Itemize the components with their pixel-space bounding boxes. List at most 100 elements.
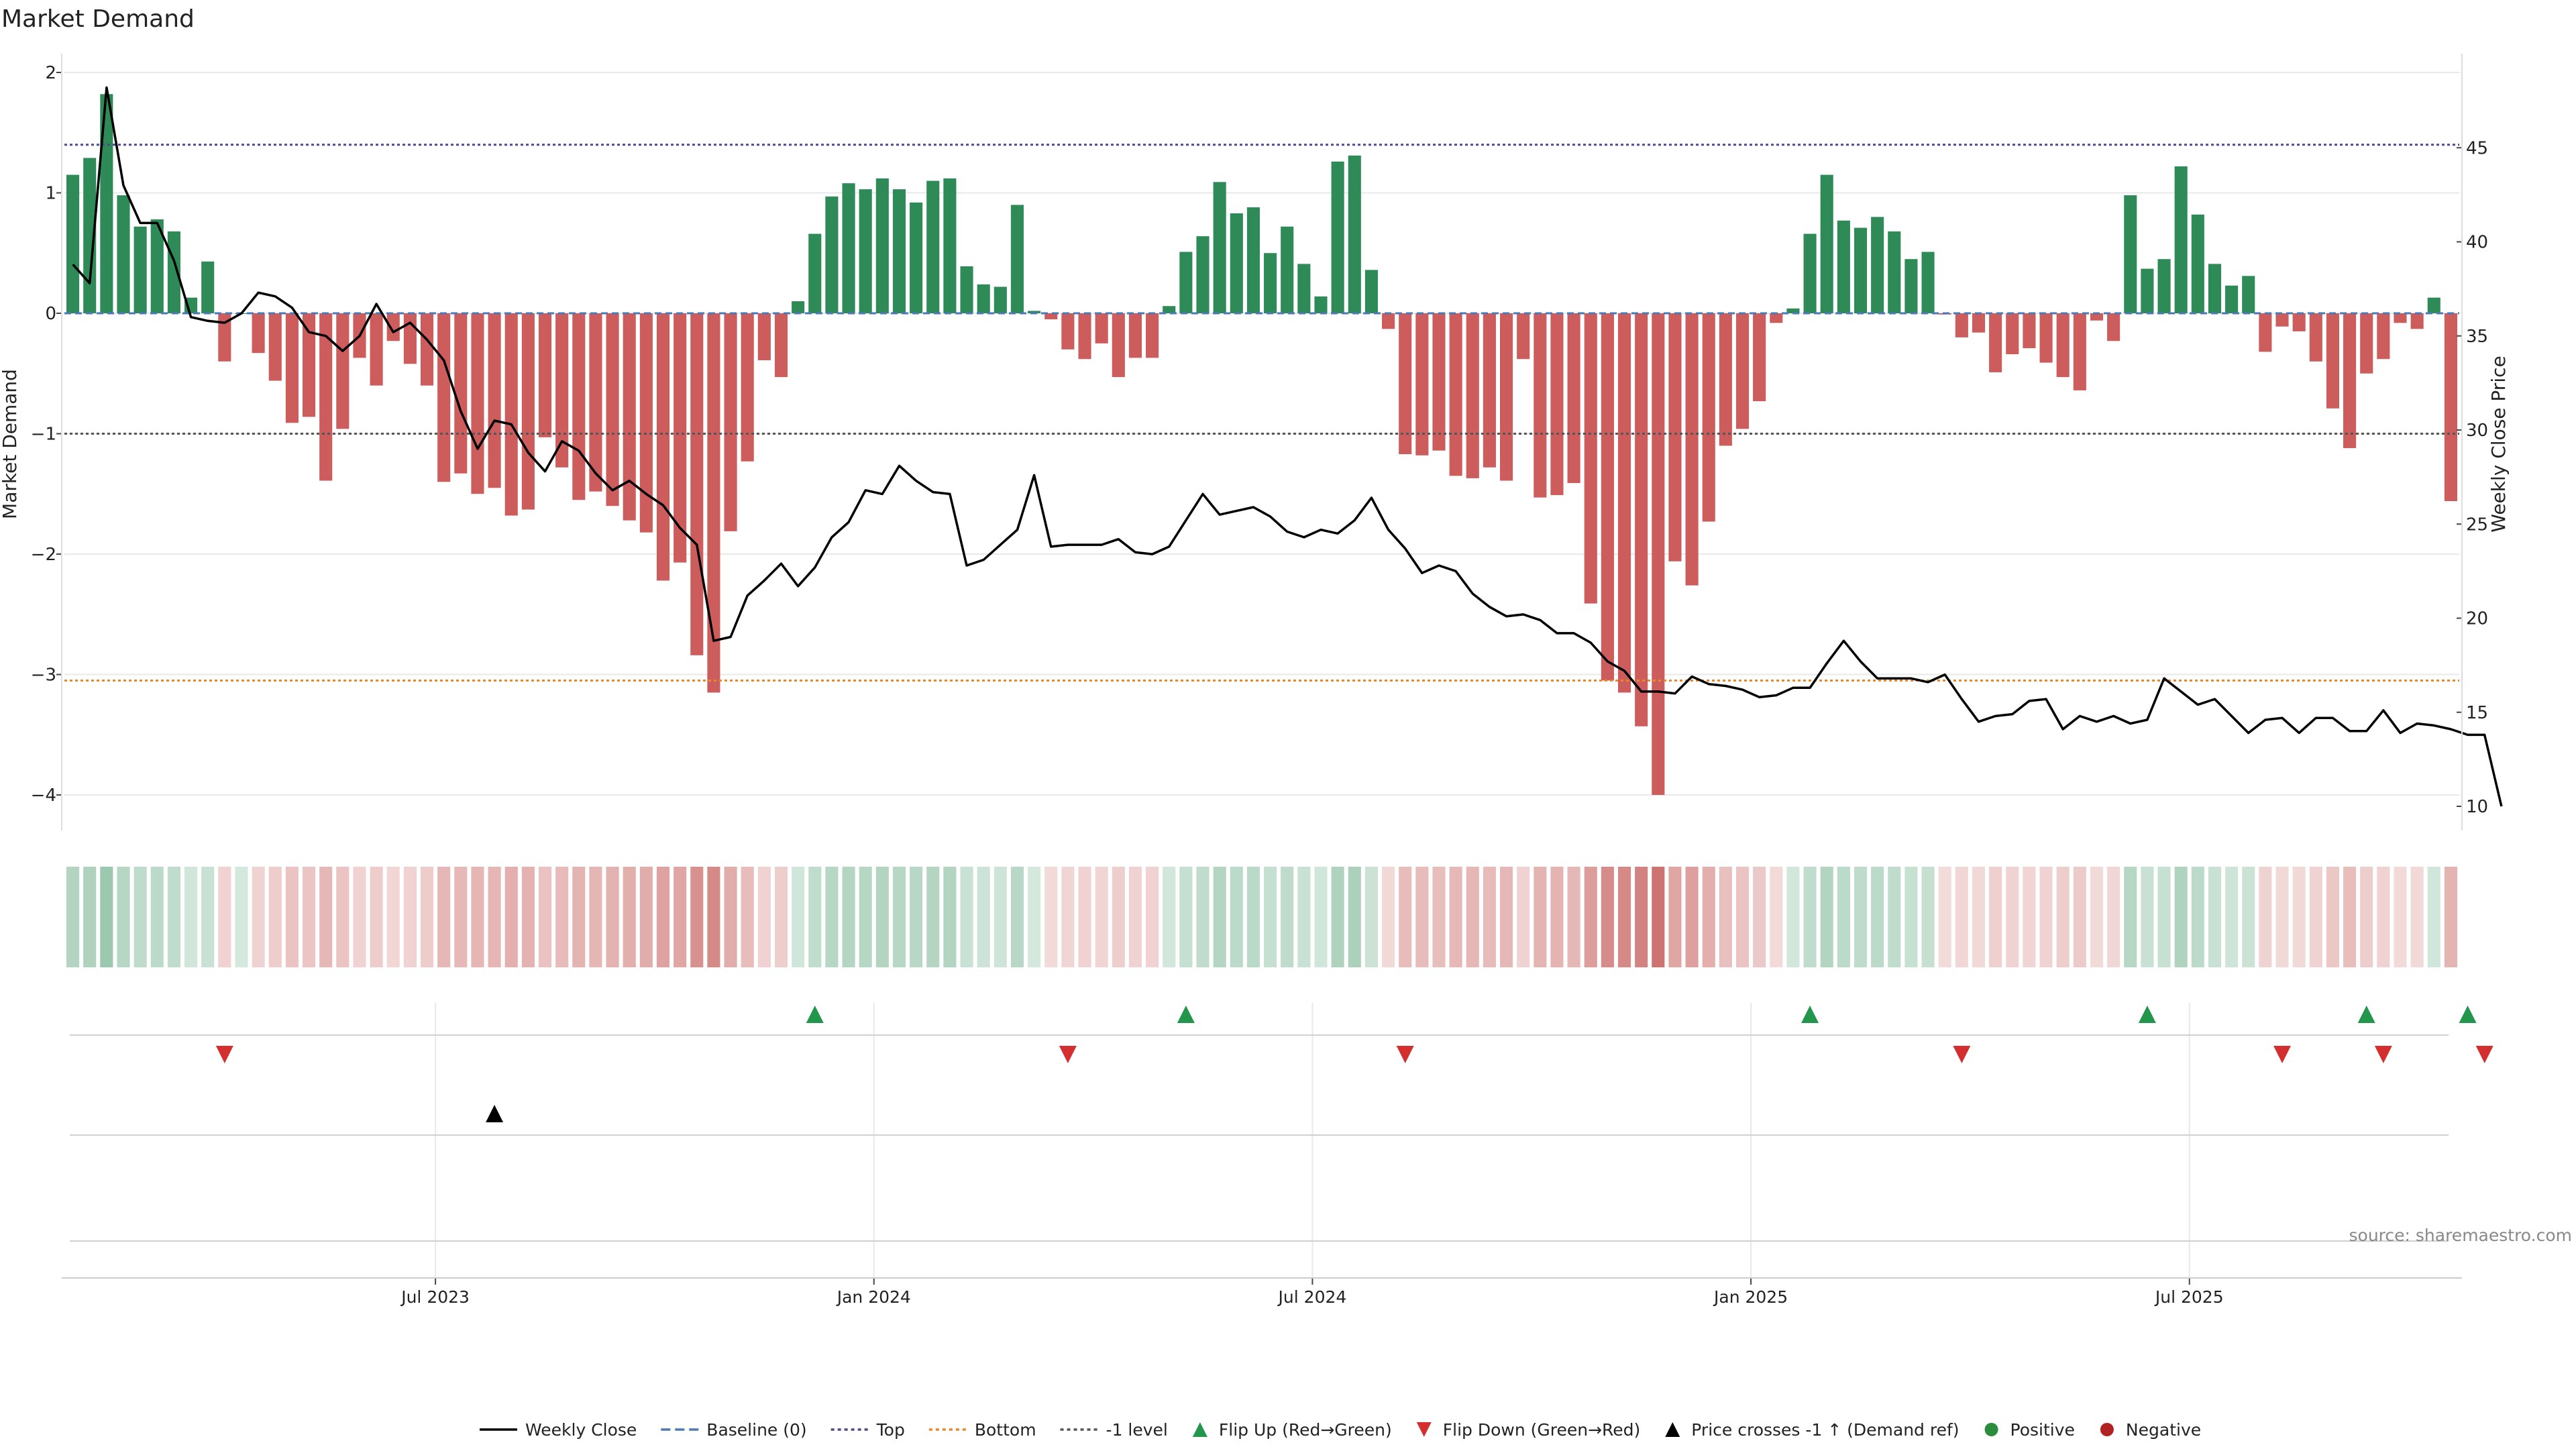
heat-cell xyxy=(623,867,636,967)
demand-bar xyxy=(1432,313,1446,451)
demand-bar xyxy=(1550,313,1564,496)
demand-bar xyxy=(201,261,215,313)
heat-cell xyxy=(1146,867,1159,967)
heat-cell xyxy=(83,867,97,967)
heat-cell xyxy=(1550,867,1564,967)
heat-cell xyxy=(892,867,906,967)
heat-cell xyxy=(66,867,80,967)
demand-bar xyxy=(504,313,518,516)
heat-cell xyxy=(218,867,231,967)
flip-down-marker xyxy=(1953,1046,1971,1063)
demand-bar xyxy=(83,158,97,313)
demand-bar xyxy=(1010,205,1024,313)
demand-bar xyxy=(859,189,872,313)
demand-bar xyxy=(1668,313,1682,561)
heat-cell xyxy=(1213,867,1226,967)
heat-cell xyxy=(994,867,1007,967)
weekly-close-polyline xyxy=(72,86,2503,807)
demand-bar xyxy=(892,189,906,313)
demand-bar xyxy=(2444,313,2457,502)
legend-label: -1 level xyxy=(1106,1420,1168,1440)
heat-cell xyxy=(572,867,586,967)
heat-cell xyxy=(437,867,451,967)
demand-bar xyxy=(1820,174,1833,313)
heat-cell xyxy=(2056,867,2070,967)
demand-bar xyxy=(2157,259,2171,313)
demand-bar xyxy=(1061,313,1075,350)
heat-cell xyxy=(167,867,180,967)
demand-bar xyxy=(1297,264,1311,313)
demand-bar xyxy=(1483,313,1496,468)
flip-down-marker xyxy=(2374,1046,2392,1063)
heat-cell xyxy=(488,867,501,967)
demand-bar xyxy=(1281,226,1294,313)
demand-bar xyxy=(268,313,282,381)
demand-bar xyxy=(1584,313,1597,604)
demand-bar xyxy=(1095,313,1108,343)
heat-cell xyxy=(2107,867,2121,967)
demand-bar xyxy=(2259,313,2272,352)
heat-cell xyxy=(1989,867,2002,967)
demand-bar xyxy=(437,313,451,482)
heat-cell xyxy=(1955,867,1968,967)
heat-cell xyxy=(1803,867,1817,967)
demand-bar xyxy=(555,313,569,468)
demand-bar xyxy=(2275,313,2289,327)
demand-bar xyxy=(674,313,687,563)
heat-cell xyxy=(1331,867,1344,967)
demand-bar xyxy=(538,313,552,437)
heat-cell xyxy=(2292,867,2306,967)
heat-cell xyxy=(1753,867,1766,967)
heat-cell xyxy=(1888,867,1901,967)
demand-bar xyxy=(1078,313,1091,360)
demand-bar xyxy=(2427,297,2440,313)
heat-cell xyxy=(2191,867,2204,967)
x-tick-label: Jul 2023 xyxy=(400,1287,470,1307)
legend-label: Top xyxy=(876,1420,905,1440)
heat-strip xyxy=(66,867,2457,967)
demand-bar xyxy=(1449,313,1462,476)
heat-cell xyxy=(2006,867,2019,967)
x-tick-label: Jul 2025 xyxy=(2154,1287,2224,1307)
heat-cell xyxy=(1348,867,1361,967)
heat-cell xyxy=(1078,867,1091,967)
demand-bar xyxy=(774,313,788,378)
heat-cell xyxy=(757,867,771,967)
demand-bar xyxy=(2394,313,2407,323)
demand-bar xyxy=(757,313,771,361)
demand-bar xyxy=(572,313,586,500)
demand-bar xyxy=(1955,313,1968,337)
heat-cell xyxy=(960,867,973,967)
flip-up-marker xyxy=(2357,1006,2375,1023)
demand-bar xyxy=(1854,227,1868,313)
demand-bar xyxy=(1617,313,1631,693)
demand-bar xyxy=(521,313,535,510)
legend-swatch xyxy=(1984,1423,1998,1436)
price-cross-marker xyxy=(486,1105,504,1122)
legend-swatch xyxy=(1665,1422,1680,1437)
heat-cell xyxy=(235,867,248,967)
legend-label: Flip Up (Red→Green) xyxy=(1219,1420,1392,1440)
demand-bar xyxy=(875,178,889,313)
demand-bar xyxy=(403,313,417,364)
demand-bar xyxy=(1770,313,1783,323)
heat-cell xyxy=(1837,867,1850,967)
heat-cell xyxy=(1281,867,1294,967)
demand-bar xyxy=(1786,308,1800,313)
demand-bar xyxy=(100,94,113,313)
demand-bar xyxy=(2056,313,2070,378)
heat-cell xyxy=(1264,867,1277,967)
demand-bar xyxy=(1719,313,1732,446)
demand-bar xyxy=(690,313,704,655)
demand-bar xyxy=(1989,313,2002,372)
heat-cell xyxy=(2124,867,2137,967)
demand-bar xyxy=(656,313,670,581)
demand-bar xyxy=(420,313,434,386)
heat-cell xyxy=(842,867,855,967)
heat-cell xyxy=(336,867,350,967)
heat-cell xyxy=(589,867,602,967)
heat-cell xyxy=(1179,867,1193,967)
demand-bar xyxy=(1635,313,1648,727)
heat-cell xyxy=(2275,867,2289,967)
flip-down-marker xyxy=(2273,1046,2292,1063)
